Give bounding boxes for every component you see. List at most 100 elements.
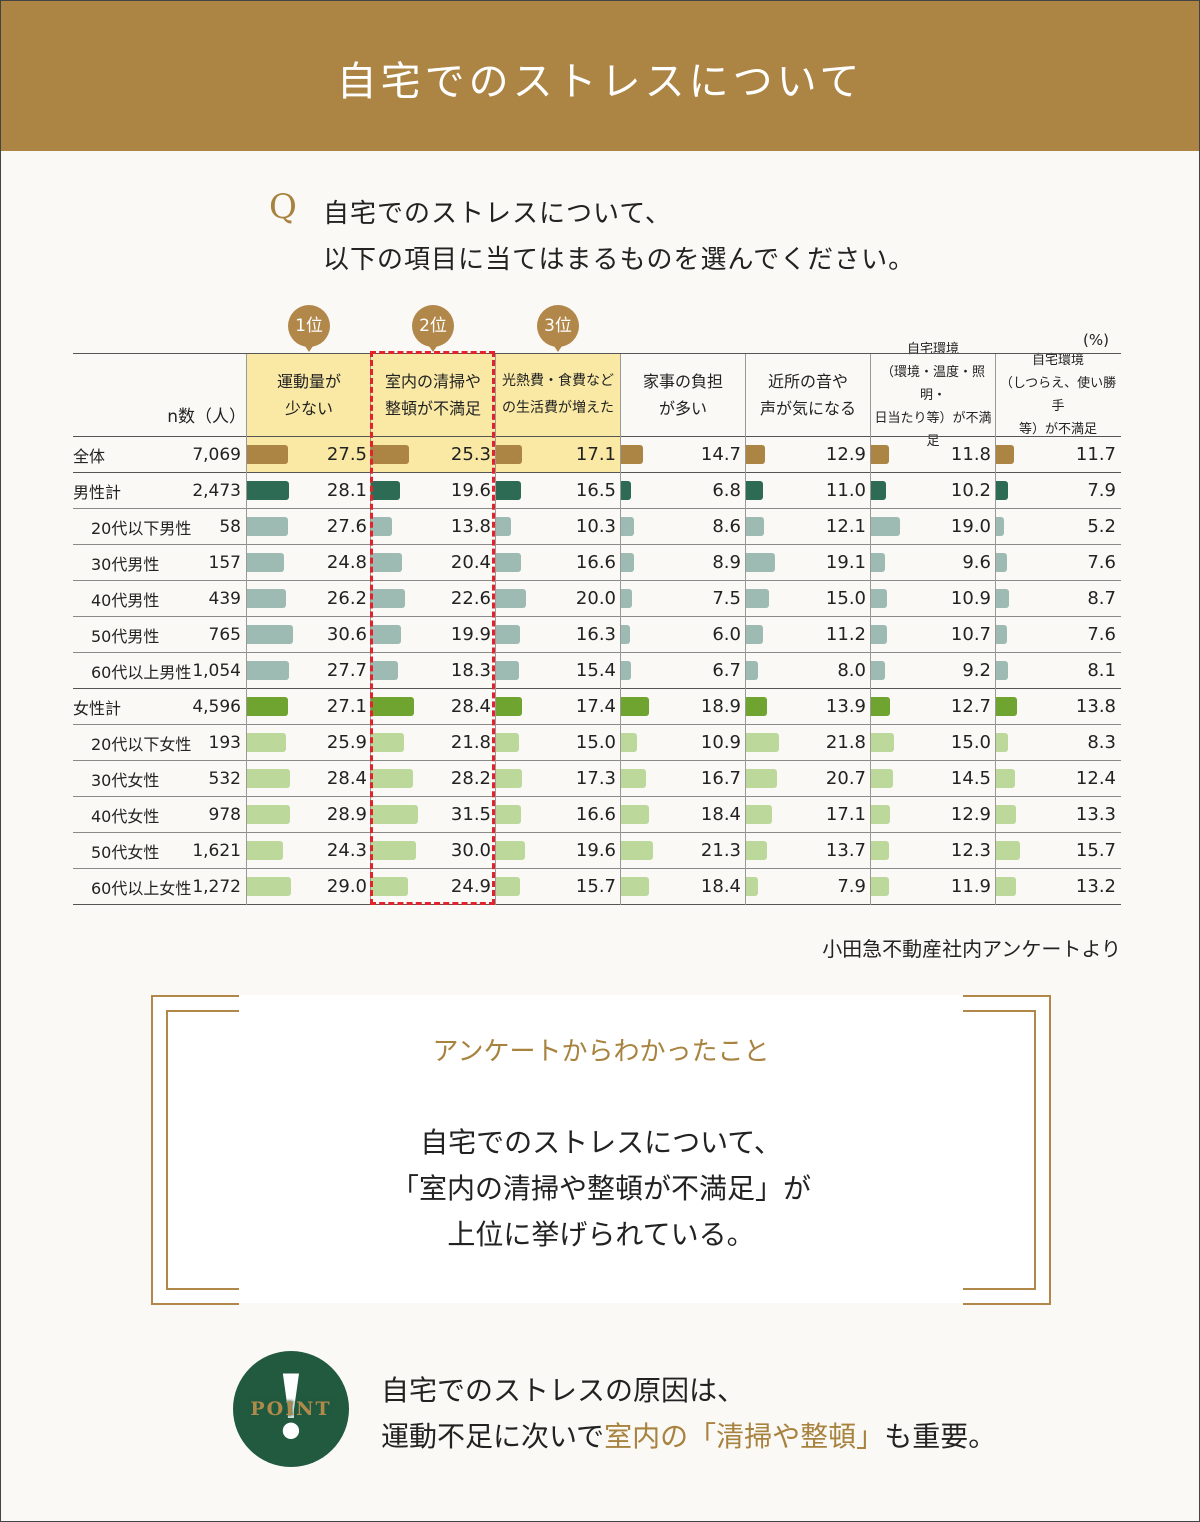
row-label: 50代男性	[91, 627, 160, 646]
bar-mark	[996, 661, 1008, 680]
value-label: 29.0	[326, 876, 367, 897]
bar-mark	[871, 589, 887, 608]
column-header-2: 室内の清掃や 整頓が不満足	[371, 354, 495, 436]
value-label: 21.3	[700, 840, 741, 861]
column-header-4-line1: 家事の負担	[642, 372, 723, 391]
value-label: 15.7	[1075, 840, 1116, 861]
bar-mark	[496, 733, 519, 752]
bar-mark	[996, 445, 1014, 464]
row-n-count: 765	[208, 625, 241, 645]
bar-mark	[621, 841, 653, 860]
value-label: 30.0	[450, 840, 491, 861]
value-label: 9.6	[962, 552, 991, 573]
column-divider	[870, 354, 871, 905]
bracket-right-inner	[963, 1010, 1036, 1290]
bar-mark	[496, 769, 522, 788]
summary-line1: 自宅でのストレスについて、	[420, 1126, 782, 1159]
table-top-rule	[73, 353, 1121, 354]
value-label: 19.6	[450, 480, 491, 501]
bar-mark	[247, 553, 284, 572]
bar-mark	[871, 661, 885, 680]
column-header-6-line3: 日当たり等）が不満足	[874, 410, 992, 449]
bar-mark	[996, 589, 1009, 608]
bar-mark	[746, 805, 772, 824]
column-divider	[995, 354, 996, 905]
value-label: 5.2	[1087, 516, 1116, 537]
bar-mark	[746, 553, 775, 572]
highlight-header-3	[496, 354, 621, 436]
column-header-6-line1: 自宅環境	[906, 341, 959, 357]
bar-mark	[621, 553, 634, 572]
value-label: 12.7	[950, 696, 991, 717]
column-divider	[246, 354, 247, 905]
value-label: 21.8	[825, 732, 866, 753]
column-header-1: 運動量が 少ない	[247, 354, 371, 436]
bar-mark	[996, 625, 1007, 644]
value-label: 28.4	[450, 696, 491, 717]
value-label: 16.3	[575, 624, 616, 645]
bar-mark	[621, 517, 634, 536]
bar-mark	[371, 481, 400, 500]
value-label: 19.1	[825, 552, 866, 573]
bar-mark	[621, 805, 649, 824]
bar-mark	[996, 841, 1020, 860]
value-label: 6.0	[712, 624, 741, 645]
row-n-count: 2,473	[192, 481, 241, 501]
value-label: 15.4	[575, 660, 616, 681]
value-label: 15.0	[825, 588, 866, 609]
bracket-left-inner	[166, 1010, 239, 1290]
column-header-5: 近所の音や 声が気になる	[746, 354, 870, 436]
value-label: 14.5	[950, 768, 991, 789]
bar-mark	[621, 769, 646, 788]
column-header-6: 自宅環境 （環境・温度・照明・ 日当たり等）が不満足	[871, 342, 995, 449]
summary-box	[151, 995, 1051, 1303]
row-n-count: 1,621	[192, 841, 241, 861]
results-table: 1位 2位 3位 n数（人） 運動量が 少ない 室内の清掃や 整頓が不満足 光熱費・食費など の生…	[1, 1, 1199, 1001]
value-label: 10.3	[575, 516, 616, 537]
row-label: 全体	[73, 447, 106, 466]
column-header-1-line1: 運動量が	[276, 372, 341, 391]
value-label: 11.7	[1075, 444, 1116, 465]
value-label: 14.7	[700, 444, 741, 465]
row-label: 30代男性	[91, 555, 160, 574]
bar-mark	[871, 733, 894, 752]
value-label: 13.8	[450, 516, 491, 537]
bar-mark	[871, 445, 889, 464]
rank-badge-3: 3位	[537, 305, 579, 352]
row-n-count: 1,272	[192, 877, 241, 897]
value-label: 13.7	[825, 840, 866, 861]
value-label: 21.8	[450, 732, 491, 753]
column-header-7: 自宅環境 （しつらえ、使い勝手 等）が不満足	[996, 353, 1120, 437]
value-label: 18.9	[700, 696, 741, 717]
bar-mark	[371, 661, 398, 680]
column-header-2-line2: 整頓が不満足	[384, 399, 481, 418]
column-header-4-line2: が多い	[658, 399, 707, 418]
point-line2-part1: 運動不足に次いで	[381, 1420, 605, 1453]
bar-mark	[871, 697, 890, 716]
bar-mark	[621, 625, 630, 644]
value-label: 16.6	[575, 552, 616, 573]
value-label: 31.5	[450, 804, 491, 825]
row-label: 40代男性	[91, 591, 160, 610]
bar-mark	[621, 589, 632, 608]
column-header-7-line1: 自宅環境	[1031, 353, 1084, 368]
value-label: 28.2	[450, 768, 491, 789]
bar-mark	[371, 517, 392, 536]
column-header-3-line1: 光熱費・食費など	[502, 373, 614, 389]
value-label: 24.8	[326, 552, 367, 573]
value-label: 8.1	[1087, 660, 1116, 681]
bar-mark	[996, 805, 1016, 824]
bar-mark	[247, 841, 283, 860]
bar-mark	[746, 517, 764, 536]
value-label: 8.7	[1087, 588, 1116, 609]
bar-mark	[621, 481, 631, 500]
bar-mark	[496, 625, 520, 644]
row-n-count: 532	[208, 769, 241, 789]
value-label: 27.7	[326, 660, 367, 681]
column-header-6-line2: （環境・温度・照明・	[880, 364, 985, 403]
bar-mark	[996, 517, 1004, 536]
row-label: 男性計	[73, 483, 122, 502]
bar-mark	[371, 625, 401, 644]
value-label: 30.6	[326, 624, 367, 645]
question-text-line2: 以下の項目に当てはまるものを選んでください。	[323, 245, 916, 275]
